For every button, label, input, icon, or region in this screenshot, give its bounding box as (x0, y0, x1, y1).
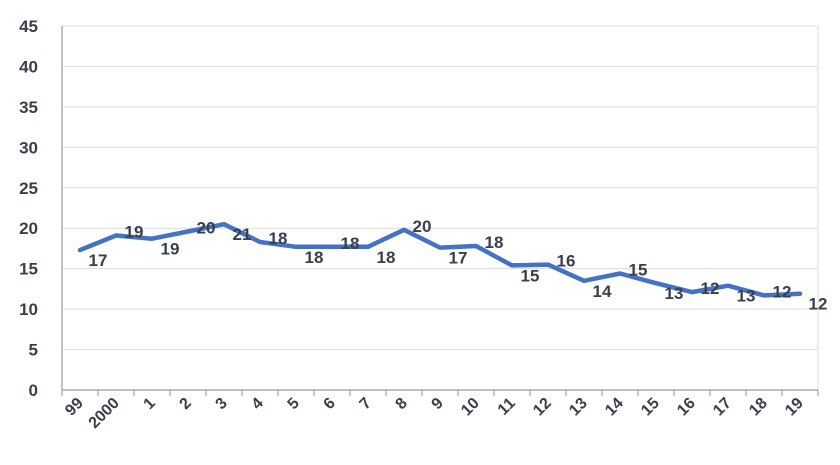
data-label: 19 (125, 223, 144, 242)
data-point (654, 281, 658, 286)
x-tick-label: 16 (674, 395, 699, 420)
data-label: 12 (701, 279, 720, 298)
data-point (690, 290, 694, 295)
data-label: 18 (269, 229, 288, 248)
y-tick-label: 20 (19, 219, 38, 238)
data-point (762, 293, 766, 298)
y-tick-label: 0 (29, 381, 38, 400)
data-point (222, 222, 226, 227)
data-point (402, 227, 406, 232)
data-label: 14 (593, 282, 612, 301)
y-tick-label: 10 (19, 300, 38, 319)
data-point (114, 233, 118, 238)
x-tick-label: 15 (638, 395, 663, 420)
x-tick-label: 1 (141, 395, 159, 413)
data-label: 19 (161, 240, 180, 259)
data-point (366, 244, 370, 249)
data-label: 18 (377, 248, 396, 267)
y-tick-label: 35 (19, 98, 38, 117)
y-tick-label: 15 (19, 260, 38, 279)
axes (61, 25, 819, 396)
y-tick-label: 25 (19, 179, 38, 198)
data-point (474, 244, 478, 249)
x-tick-label: 2000 (86, 395, 123, 432)
data-label: 13 (665, 284, 684, 303)
x-tick-label: 99 (62, 395, 87, 420)
data-point (258, 239, 262, 244)
data-label: 16 (557, 252, 576, 271)
grid-lines (62, 25, 818, 351)
series-line (77, 221, 803, 298)
data-point (294, 244, 298, 249)
data-point (150, 236, 154, 241)
data-point (78, 248, 82, 253)
data-point (798, 291, 802, 296)
x-tick-label: 2 (177, 395, 195, 413)
y-tick-label: 40 (19, 57, 38, 76)
data-point (546, 262, 550, 267)
data-label: 20 (413, 217, 432, 236)
x-tick-label: 7 (357, 395, 375, 413)
y-tick-labels: 0 5 10 15 20 25 30 35 40 45 (19, 17, 38, 400)
x-tick-label: 4 (249, 395, 267, 413)
data-label: 17 (449, 249, 468, 268)
y-tick-label: 5 (29, 341, 38, 360)
series (77, 221, 803, 298)
x-tick-label: 12 (530, 395, 555, 420)
x-tick-label: 14 (602, 395, 627, 420)
y-tick-label: 45 (19, 17, 38, 36)
data-point (582, 278, 586, 283)
data-label: 17 (89, 251, 108, 270)
data-labels: 17 19 19 20 21 18 18 18 18 20 17 18 15 16 14 15 13 12 13 12… (89, 217, 828, 314)
x-tick-label: 6 (321, 395, 339, 413)
data-label: 21 (233, 225, 252, 244)
x-tick-label: 17 (710, 395, 735, 420)
data-point (618, 271, 622, 276)
data-point (186, 229, 190, 234)
data-label: 15 (521, 266, 540, 285)
x-tick-label: 3 (213, 395, 231, 413)
x-tick-label: 8 (393, 395, 411, 413)
data-label: 18 (305, 248, 324, 267)
data-label: 12 (809, 295, 828, 314)
data-point (510, 263, 514, 268)
x-tick-label: 18 (746, 395, 771, 420)
data-label: 20 (197, 218, 216, 237)
data-label: 12 (773, 282, 792, 301)
data-label: 13 (737, 287, 756, 306)
y-tick-label: 30 (19, 138, 38, 157)
data-label: 18 (485, 233, 504, 252)
x-tick-label: 13 (566, 395, 591, 420)
x-tick-label: 9 (429, 395, 447, 413)
x-tick-label: 5 (285, 395, 303, 413)
x-tick-label: 19 (782, 395, 807, 420)
data-point (726, 283, 730, 288)
x-tick-label: 11 (495, 395, 519, 419)
data-label: 15 (629, 261, 648, 280)
x-tick-label: 10 (458, 395, 483, 420)
data-point (330, 244, 334, 249)
data-point (438, 245, 442, 250)
data-label: 18 (341, 234, 360, 253)
